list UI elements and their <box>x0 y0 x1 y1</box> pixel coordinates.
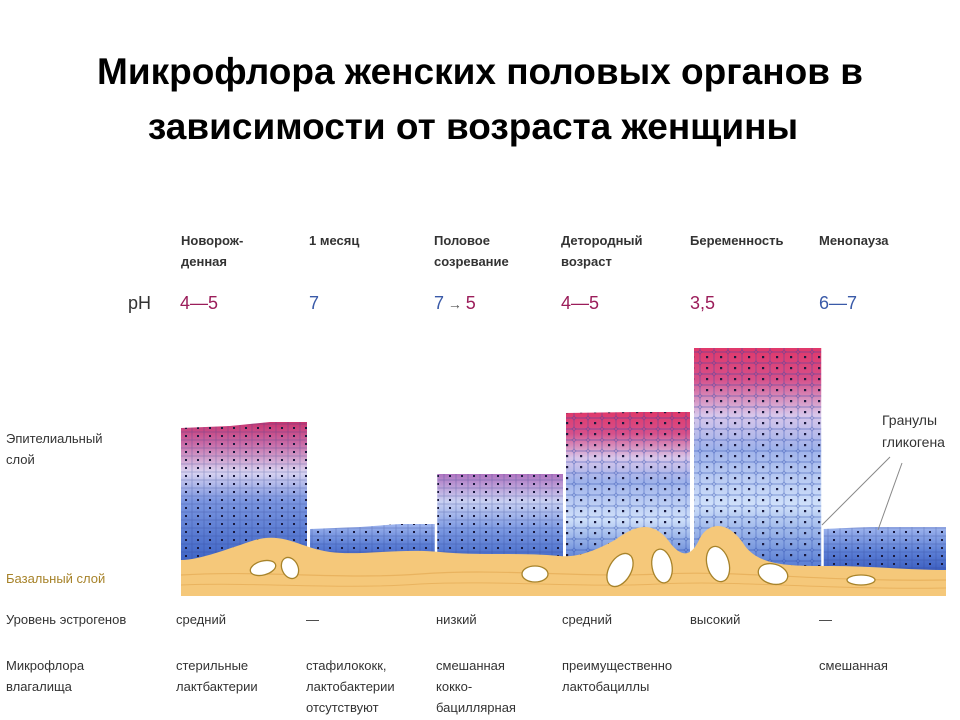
text-line: стерильные <box>176 658 249 673</box>
header-line: Беременность <box>690 233 784 248</box>
column-header-menopause: Менопауза <box>819 230 889 251</box>
text-line: кокко- <box>436 679 473 694</box>
epithelium-pregnancy <box>694 348 822 572</box>
ph-value-reproductive: 4—5 <box>561 293 600 313</box>
ph-right: 5 <box>465 293 476 313</box>
text-line: лактбактерии <box>176 679 258 694</box>
column-header-puberty: Половое созревание <box>434 230 509 272</box>
text-line: смешанная <box>436 658 505 673</box>
text-line: отсутствуют <box>306 700 379 715</box>
vessel <box>606 552 634 588</box>
vessel <box>705 545 731 583</box>
vessel <box>249 559 277 577</box>
label-line: слой <box>6 452 35 467</box>
text-line: лактобактерии <box>306 679 395 694</box>
header-line: 1 месяц <box>309 233 360 248</box>
header-line: Половое <box>434 233 490 248</box>
header-line: созревание <box>434 254 509 269</box>
column-header-newborn: Новорож- денная <box>181 230 243 272</box>
epithelium-menopause <box>823 527 946 575</box>
estrogen-menopause: — <box>819 612 832 627</box>
vessel <box>521 565 549 583</box>
column-header-1-month: 1 месяц <box>309 230 359 251</box>
label-line: Эпителиальный <box>6 431 103 446</box>
microflora-newborn: стерильные лактбактерии <box>176 655 258 697</box>
title-line-1: Микрофлора женских половых органов в <box>97 51 863 92</box>
text-line: бациллярная <box>436 700 516 715</box>
header-line: Новорож- <box>181 233 244 248</box>
estrogen-puberty: низкий <box>436 612 477 627</box>
title-line-2: зависимости от возраста женщины <box>147 106 799 147</box>
vessel <box>280 556 300 580</box>
ph-value-newborn: 4—5 <box>180 293 219 313</box>
ph-value-menopause: 6—7 <box>819 293 858 313</box>
microflora-puberty: смешанная кокко- бациллярная <box>436 655 516 718</box>
vessel <box>846 574 876 586</box>
text-line: преимущественно <box>562 658 673 673</box>
label-line: влагалища <box>6 679 72 694</box>
text-line: стафилококк, <box>306 658 387 673</box>
header-line: возраст <box>561 254 612 269</box>
text-line: смешанная <box>819 658 888 673</box>
ph-value-pregnancy: 3,5 <box>690 293 716 313</box>
epithelium-reproductive <box>566 412 690 565</box>
column-header-reproductive: Детородный возраст <box>561 230 643 272</box>
label-line: Микрофлора <box>6 658 85 673</box>
epithelium-puberty <box>437 474 563 565</box>
microflora-menopause: смешанная <box>819 655 888 676</box>
text-line: лактобациллы <box>562 679 650 694</box>
glycogen-pointer-lines <box>821 456 903 531</box>
vessel <box>651 548 673 584</box>
epithelial-layer-label: Эпителиальный слой <box>6 428 102 470</box>
basal-layer-label: Базальный слой <box>6 571 106 586</box>
estrogen-level-label: Уровень эстрогенов <box>6 612 127 627</box>
arrow-right-icon: → <box>444 296 466 312</box>
estrogen-1-month: — <box>306 612 319 627</box>
estrogen-newborn: средний <box>176 612 226 627</box>
ph-left: 7 <box>434 293 445 313</box>
header-line: Детородный <box>561 233 643 248</box>
ph-value-1-month: 7 <box>309 293 320 313</box>
column-header-pregnancy: Беременность <box>690 230 783 251</box>
vessel <box>757 562 789 586</box>
slide-title: Микрофлора женских половых органов в зав… <box>0 44 960 154</box>
ph-value-puberty: 7 → 5 <box>434 293 476 314</box>
header-line: Менопауза <box>819 233 889 248</box>
microflora-1-month: стафилококк, лактобактерии отсутствуют <box>306 655 395 718</box>
estrogen-reproductive: средний <box>562 612 612 627</box>
header-line: денная <box>181 254 228 269</box>
label-line: Гранулы <box>882 412 938 428</box>
basal-layer <box>180 526 947 596</box>
estrogen-pregnancy: высокий <box>690 612 741 627</box>
epithelium-newborn <box>181 422 307 565</box>
column-dividers <box>307 345 824 570</box>
glycogen-granules-label: Гранулы гликогена <box>882 409 945 453</box>
microflora-label: Микрофлора влагалища <box>6 655 84 697</box>
label-line: гликогена <box>882 434 945 450</box>
microflora-reproductive: преимущественно лактобациллы <box>562 655 672 697</box>
ph-row-label: pH <box>128 293 152 313</box>
